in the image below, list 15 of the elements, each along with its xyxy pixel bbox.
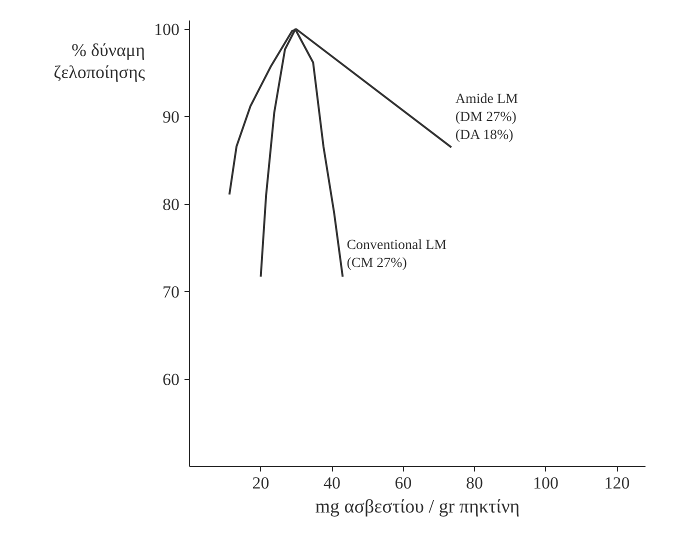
y-tick-label: 60 (162, 370, 180, 390)
series-label: Conventional LM (CM 27%) (346, 238, 448, 272)
x-axis-title: mg ασβεστίου / gr πηκτίνη (315, 496, 520, 518)
y-tick-label: 70 (162, 282, 180, 302)
x-tick-label: 40 (324, 474, 340, 492)
x-tick-label: 60 (394, 474, 412, 492)
x-tick-label: 20 (252, 474, 270, 492)
x-tick-label: 80 (466, 474, 483, 492)
series-label: Amide LM (DM 27%) (DA 18%) (455, 92, 518, 143)
y-axis-title: % δύναμη ζελοποίησης (54, 40, 145, 84)
x-tick-label: 120 (604, 474, 630, 492)
y-tick-label: 100 (154, 20, 180, 40)
y-tick-label: 90 (162, 108, 180, 127)
y-tick-label: 80 (162, 195, 180, 214)
x-tick-label: 100 (533, 474, 558, 492)
